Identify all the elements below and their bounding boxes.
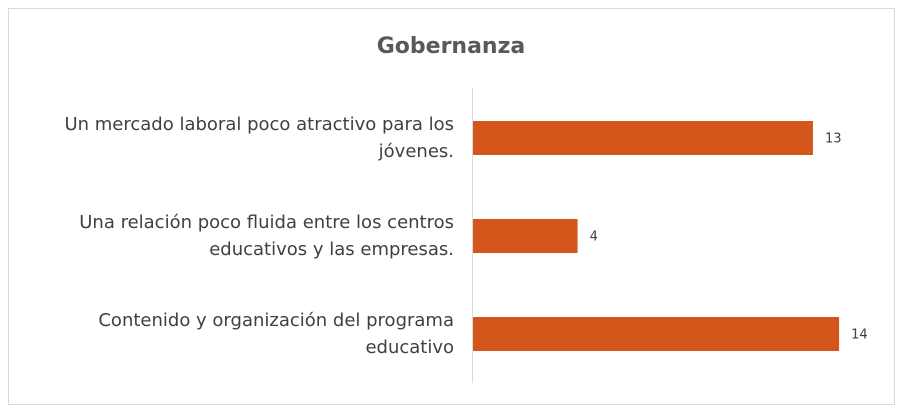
value-label: 13	[825, 132, 842, 147]
category-label: Un mercado laboral poco atractivo para l…	[64, 114, 454, 162]
bar	[473, 317, 840, 351]
bar	[473, 219, 578, 253]
bar	[473, 121, 813, 155]
value-label: 4	[590, 230, 598, 245]
chart-title: Gobernanza	[377, 34, 526, 59]
category-label: Contenido y organización del programa ed…	[98, 310, 454, 358]
value-label: 14	[851, 328, 868, 343]
category-label: Una relación poco fluida entre los centr…	[79, 212, 454, 260]
